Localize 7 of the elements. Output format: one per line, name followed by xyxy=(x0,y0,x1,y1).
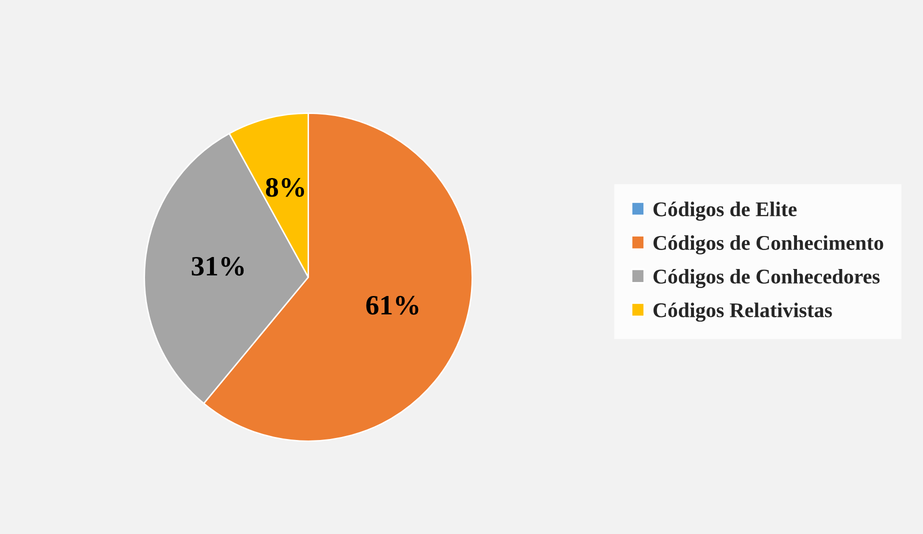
legend-label: Códigos de Conhecedores xyxy=(654,268,880,288)
legend-label: Códigos Relativistas xyxy=(654,302,832,322)
data-label: 31% xyxy=(192,256,244,276)
data-label: 8% xyxy=(266,178,304,197)
legend-label: Códigos de Conhecimento xyxy=(654,235,884,254)
data-label: 61% xyxy=(366,296,418,315)
legend-label: Códigos de Elite xyxy=(654,202,797,221)
